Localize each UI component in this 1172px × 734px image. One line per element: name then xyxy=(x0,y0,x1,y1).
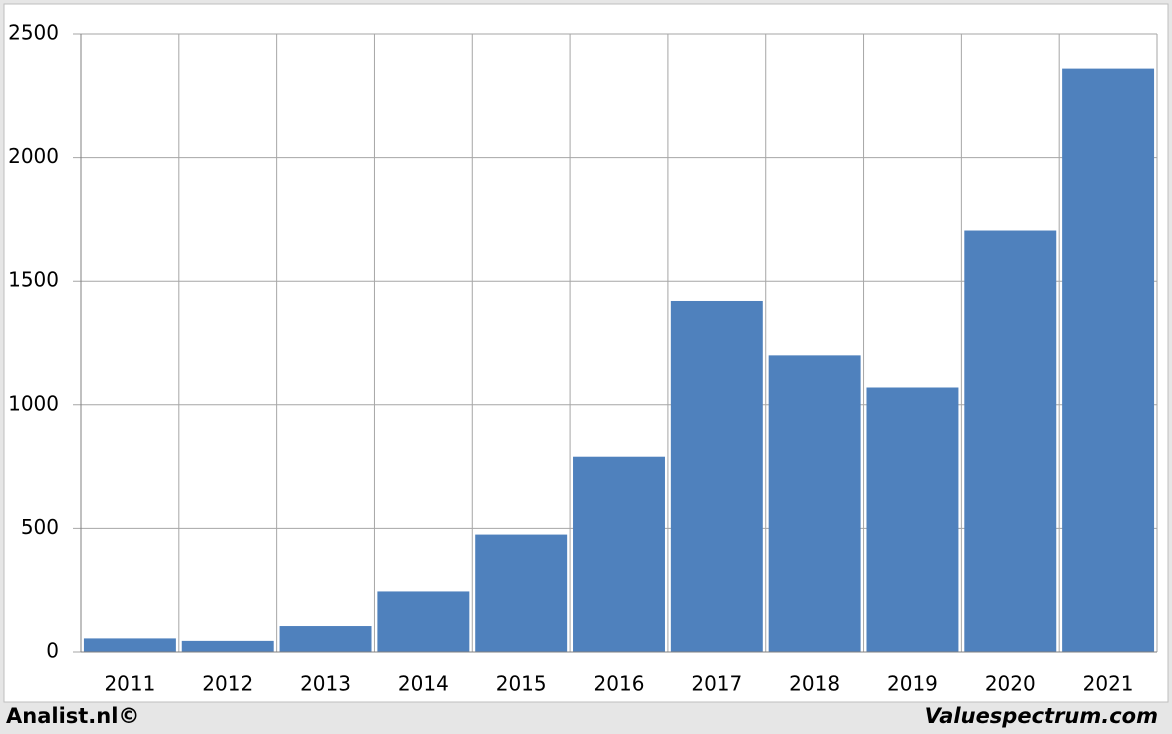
bar xyxy=(83,638,176,652)
x-tick-label: 2011 xyxy=(104,672,155,696)
x-tick-label: 2018 xyxy=(789,672,840,696)
bar xyxy=(866,387,959,652)
x-tick-label: 2017 xyxy=(691,672,742,696)
footer-right: Valuespectrum.com xyxy=(925,704,1158,728)
y-tick-label: 2500 xyxy=(8,21,59,45)
bar xyxy=(573,456,665,652)
x-tick-label: 2013 xyxy=(300,672,351,696)
bar xyxy=(964,230,1057,653)
bar xyxy=(475,534,568,652)
x-tick-label: 2020 xyxy=(985,672,1036,696)
y-tick-label: 1000 xyxy=(8,391,59,415)
footer-left: Analist.nl© xyxy=(6,704,139,728)
bar xyxy=(670,300,763,652)
x-tick-label: 2014 xyxy=(398,672,449,696)
x-tick-label: 2019 xyxy=(887,672,938,696)
bar xyxy=(377,591,470,652)
x-tick-label: 2012 xyxy=(202,672,253,696)
bar xyxy=(768,355,861,652)
y-tick-label: 0 xyxy=(46,639,59,663)
y-tick-label: 2000 xyxy=(8,144,59,168)
y-tick-label: 1500 xyxy=(8,268,59,292)
bar xyxy=(1062,68,1155,652)
x-tick-label: 2015 xyxy=(496,672,547,696)
x-tick-label: 2021 xyxy=(1083,672,1134,696)
x-tick-label: 2016 xyxy=(594,672,645,696)
bar xyxy=(181,640,274,652)
bar xyxy=(279,626,372,652)
y-tick-label: 500 xyxy=(21,515,59,539)
